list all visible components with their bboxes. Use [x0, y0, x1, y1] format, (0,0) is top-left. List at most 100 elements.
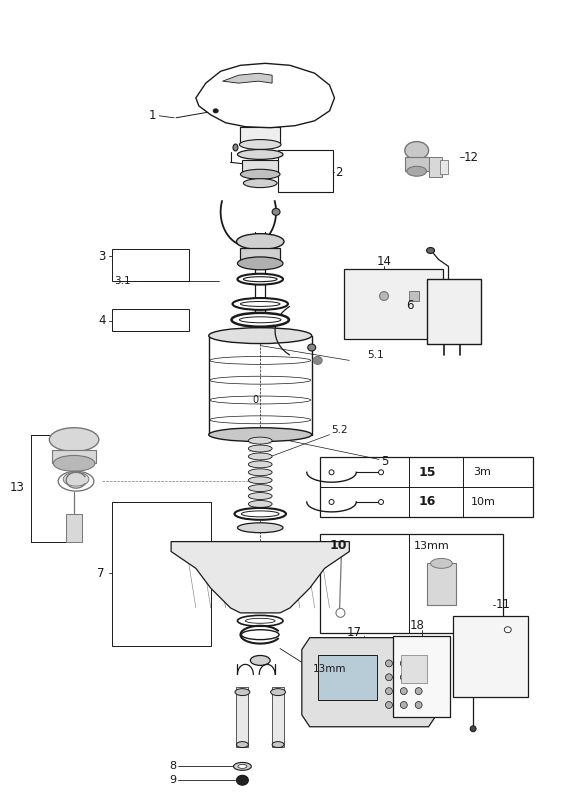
Bar: [426, 279, 481, 343]
Text: 0: 0: [252, 395, 259, 405]
Text: 13mm: 13mm: [313, 664, 346, 674]
Ellipse shape: [242, 630, 279, 640]
Bar: [240, 126, 280, 145]
Text: 15: 15: [418, 466, 436, 478]
Bar: [429, 158, 442, 178]
Text: 9: 9: [169, 775, 176, 786]
Text: 18: 18: [409, 619, 424, 632]
Text: 11: 11: [496, 598, 511, 611]
Ellipse shape: [209, 428, 312, 442]
Ellipse shape: [231, 313, 289, 326]
Ellipse shape: [407, 166, 426, 176]
Polygon shape: [223, 74, 272, 83]
Ellipse shape: [248, 501, 272, 507]
Ellipse shape: [415, 674, 422, 681]
Text: 3: 3: [99, 250, 106, 263]
Ellipse shape: [426, 247, 434, 254]
Ellipse shape: [213, 109, 218, 113]
Ellipse shape: [239, 139, 281, 150]
Ellipse shape: [405, 142, 429, 159]
Ellipse shape: [238, 615, 283, 626]
Text: 3.1: 3.1: [113, 276, 130, 286]
Text: 13: 13: [10, 481, 24, 494]
Bar: [236, 687, 248, 746]
Ellipse shape: [246, 618, 275, 623]
Bar: [112, 250, 189, 281]
Ellipse shape: [379, 291, 388, 301]
Text: 13mm: 13mm: [414, 541, 450, 550]
Ellipse shape: [329, 499, 334, 505]
Text: 5.2: 5.2: [332, 425, 348, 434]
Bar: [66, 514, 82, 542]
Ellipse shape: [415, 660, 422, 667]
Ellipse shape: [243, 277, 277, 282]
Text: 4: 4: [98, 314, 106, 327]
Ellipse shape: [270, 689, 285, 695]
Text: 10: 10: [329, 539, 347, 552]
Text: 8: 8: [169, 762, 176, 771]
Ellipse shape: [242, 511, 279, 517]
Bar: [401, 655, 426, 683]
Ellipse shape: [248, 485, 272, 491]
Ellipse shape: [58, 471, 94, 491]
Bar: [320, 458, 532, 517]
Text: 2: 2: [336, 166, 343, 178]
Ellipse shape: [238, 764, 247, 768]
Ellipse shape: [248, 477, 272, 484]
Bar: [393, 636, 450, 717]
Bar: [272, 687, 284, 746]
Ellipse shape: [233, 144, 238, 151]
Ellipse shape: [313, 357, 322, 364]
Ellipse shape: [248, 437, 272, 444]
Ellipse shape: [504, 626, 511, 633]
Ellipse shape: [386, 660, 392, 667]
Bar: [52, 450, 96, 463]
Bar: [243, 160, 278, 174]
Ellipse shape: [63, 472, 89, 486]
Ellipse shape: [49, 428, 99, 451]
Text: 16: 16: [418, 495, 436, 509]
Ellipse shape: [272, 208, 280, 215]
Ellipse shape: [248, 469, 272, 476]
Ellipse shape: [415, 688, 422, 694]
Bar: [240, 247, 280, 263]
Ellipse shape: [248, 453, 272, 460]
Ellipse shape: [248, 461, 272, 468]
Text: 17: 17: [347, 626, 362, 639]
Ellipse shape: [235, 508, 286, 520]
Ellipse shape: [238, 150, 283, 159]
Text: 3m: 3m: [473, 467, 491, 478]
Ellipse shape: [386, 688, 392, 694]
Text: 7: 7: [98, 566, 105, 580]
Ellipse shape: [379, 470, 383, 474]
Polygon shape: [302, 638, 437, 726]
Text: 5.1: 5.1: [367, 350, 384, 361]
Ellipse shape: [430, 558, 452, 568]
Ellipse shape: [236, 234, 284, 250]
Ellipse shape: [336, 609, 345, 618]
Ellipse shape: [386, 674, 392, 681]
Bar: [320, 534, 503, 633]
Bar: [318, 655, 377, 700]
Bar: [426, 563, 456, 605]
Ellipse shape: [232, 298, 288, 310]
Ellipse shape: [243, 178, 277, 188]
Ellipse shape: [250, 655, 270, 666]
Text: 12: 12: [463, 151, 478, 164]
Ellipse shape: [53, 455, 95, 471]
Ellipse shape: [415, 702, 422, 709]
Ellipse shape: [248, 493, 272, 499]
Ellipse shape: [236, 775, 248, 785]
Ellipse shape: [239, 317, 281, 322]
Ellipse shape: [240, 170, 280, 179]
Ellipse shape: [272, 742, 284, 747]
Ellipse shape: [470, 726, 476, 732]
Bar: [278, 150, 332, 192]
Ellipse shape: [400, 688, 407, 694]
Text: 1: 1: [149, 110, 156, 122]
Text: 5: 5: [381, 455, 388, 468]
Ellipse shape: [238, 274, 283, 285]
Ellipse shape: [209, 328, 312, 343]
Polygon shape: [171, 542, 349, 613]
Bar: [112, 309, 189, 330]
